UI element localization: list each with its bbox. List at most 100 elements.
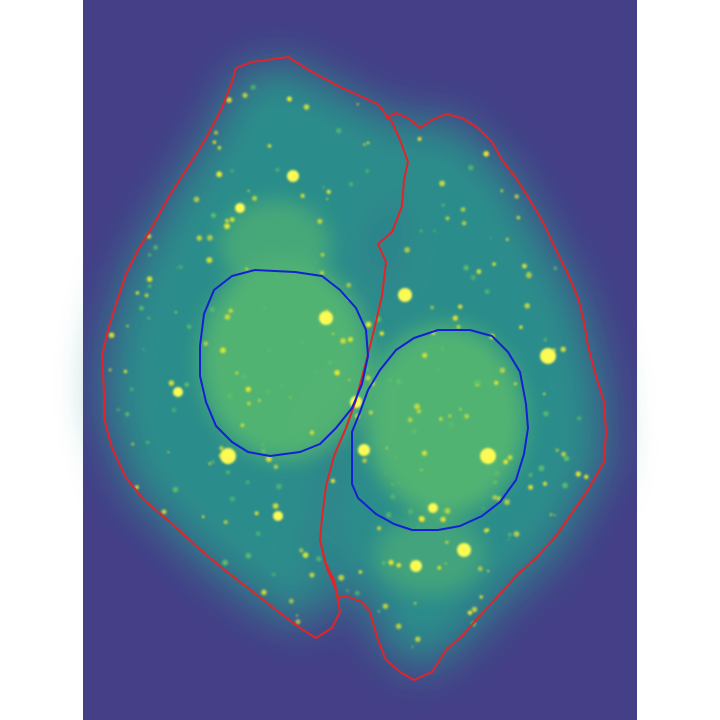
- punctum: [411, 645, 414, 649]
- punctum: [196, 235, 202, 241]
- punctum: [147, 284, 152, 288]
- punctum: [210, 460, 215, 464]
- large-punctum: [235, 203, 245, 213]
- punctum: [168, 380, 175, 386]
- punctum: [334, 369, 340, 376]
- punctum: [516, 215, 521, 220]
- punctum: [332, 332, 335, 335]
- punctum: [430, 305, 434, 310]
- punctum: [227, 393, 233, 399]
- punctum: [496, 496, 502, 501]
- punctum: [508, 532, 512, 537]
- punctum: [319, 270, 325, 275]
- punctum: [561, 451, 566, 457]
- punctum: [467, 610, 473, 616]
- punctum: [240, 423, 245, 428]
- punctum: [276, 483, 282, 490]
- punctum: [147, 316, 151, 320]
- punctum: [413, 602, 417, 605]
- punctum: [346, 589, 349, 592]
- punctum: [417, 525, 420, 529]
- punctum: [362, 458, 367, 463]
- left-nucleus-boundary: [199, 269, 369, 457]
- punctum: [300, 193, 305, 198]
- left-cell-boundary: [101, 56, 409, 639]
- punctum: [513, 531, 520, 537]
- large-punctum: [287, 170, 299, 182]
- large-punctum: [410, 560, 422, 572]
- punctum: [289, 396, 292, 399]
- punctum: [288, 598, 294, 604]
- punctum: [144, 293, 149, 298]
- punctum: [203, 341, 208, 346]
- punctum: [295, 614, 299, 617]
- punctum: [206, 257, 213, 264]
- punctum: [460, 207, 466, 212]
- punctum: [437, 367, 440, 371]
- punctum: [108, 332, 115, 339]
- punctum: [439, 180, 445, 187]
- punctum: [302, 552, 309, 558]
- punctum: [422, 352, 428, 358]
- large-punctum: [220, 448, 236, 464]
- punctum: [410, 558, 414, 561]
- punctum: [486, 528, 490, 532]
- punctum: [349, 182, 353, 187]
- punctum: [230, 169, 234, 173]
- punctum: [201, 515, 205, 518]
- punctum: [528, 484, 533, 490]
- punctum: [299, 548, 304, 553]
- punctum: [477, 566, 483, 572]
- punctum: [419, 229, 423, 233]
- punctum: [464, 414, 470, 419]
- large-punctum: [173, 387, 183, 397]
- punctum: [262, 306, 266, 310]
- punctum: [489, 237, 492, 239]
- punctum: [458, 304, 463, 309]
- punctum: [461, 221, 467, 226]
- punctum: [123, 369, 128, 374]
- punctum: [247, 189, 250, 192]
- punctum: [381, 561, 386, 565]
- punctum: [494, 380, 499, 386]
- punctum: [139, 305, 144, 311]
- punctum: [108, 368, 112, 372]
- punctum: [161, 509, 167, 515]
- nucleus-boundaries: [199, 269, 529, 531]
- punctum: [407, 417, 413, 423]
- punctum: [222, 559, 229, 566]
- punctum: [247, 401, 251, 406]
- large-puncta-layer: [173, 170, 556, 572]
- punctum: [396, 563, 402, 568]
- punctum: [492, 479, 498, 485]
- punctum: [396, 378, 402, 385]
- punctum: [295, 619, 301, 625]
- large-punctum: [457, 543, 471, 557]
- punctum: [365, 375, 371, 381]
- punctum: [499, 367, 506, 373]
- punctum: [224, 223, 230, 230]
- punctum: [379, 331, 384, 336]
- punctum: [261, 448, 266, 454]
- punctum: [474, 379, 481, 386]
- punctum: [440, 346, 445, 351]
- punctum: [416, 409, 422, 414]
- punctum: [216, 171, 223, 178]
- punctum: [487, 569, 490, 573]
- punctum: [245, 267, 249, 271]
- punctum: [470, 274, 476, 281]
- punctum: [142, 348, 145, 351]
- lower-bright-region: [375, 515, 485, 595]
- punctum: [482, 507, 485, 510]
- punctum: [419, 516, 425, 522]
- punctum: [414, 403, 420, 410]
- punctum: [245, 480, 250, 485]
- punctum: [226, 470, 230, 475]
- punctum: [326, 197, 329, 201]
- punctum: [492, 495, 498, 500]
- punctum: [330, 478, 336, 484]
- punctum: [315, 370, 318, 373]
- punctum: [224, 314, 231, 320]
- punctum: [326, 189, 331, 194]
- punctum: [184, 382, 189, 387]
